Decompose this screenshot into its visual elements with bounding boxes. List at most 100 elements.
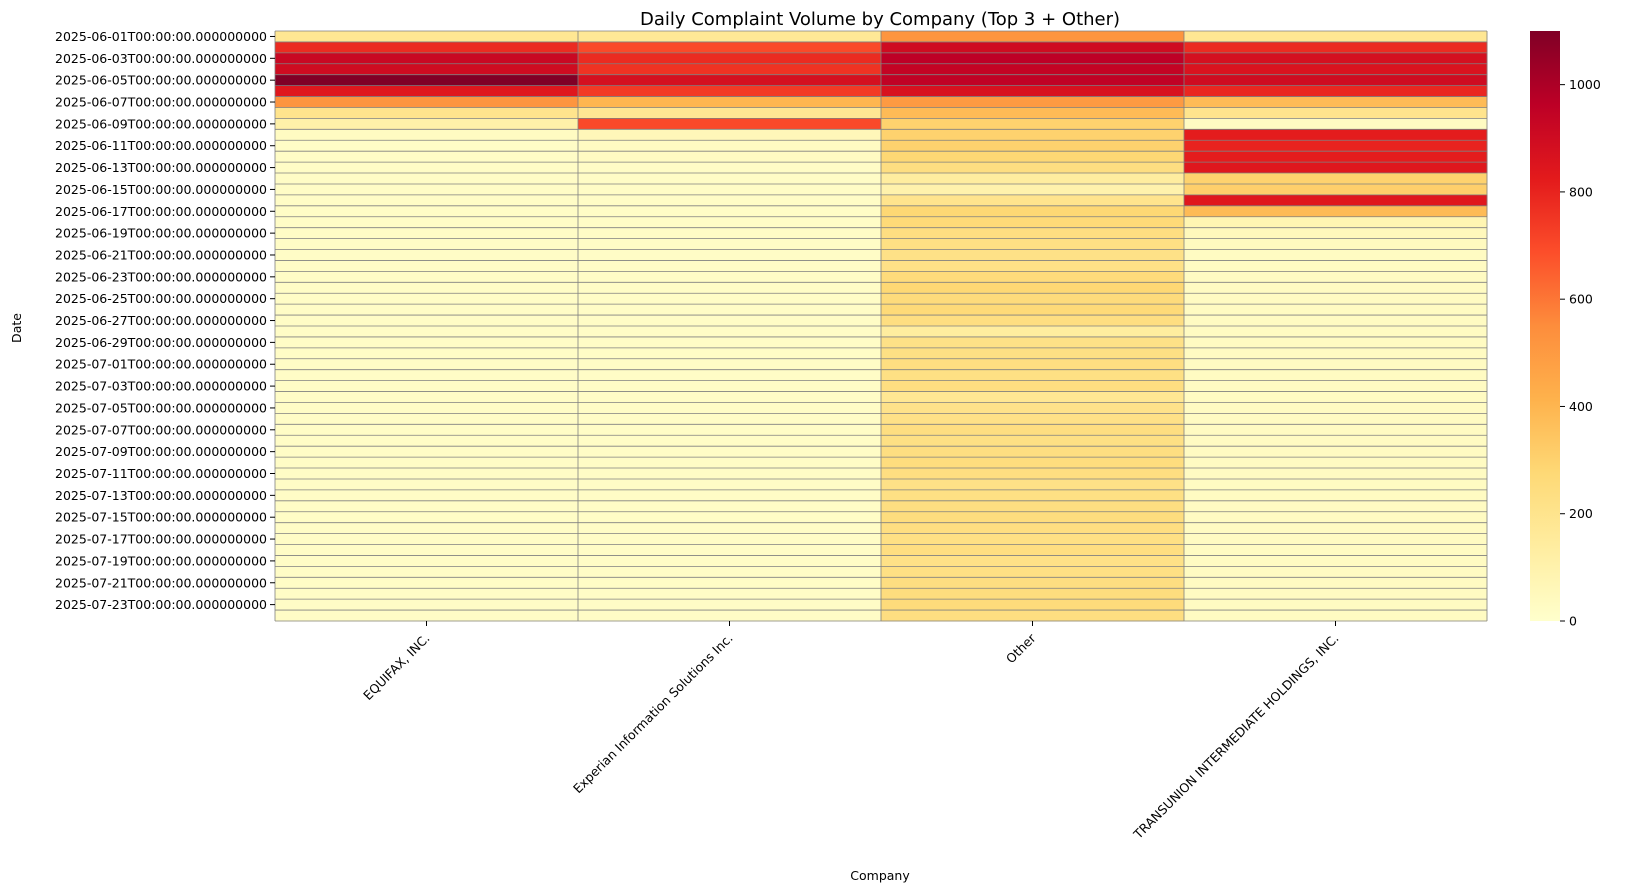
heatmap-cell xyxy=(881,457,1185,469)
heatmap-cell xyxy=(881,599,1185,611)
heatmap-cell xyxy=(1184,566,1488,578)
heatmap-cell xyxy=(1184,304,1488,316)
heatmap-cell xyxy=(578,216,882,229)
heatmap-cell xyxy=(881,315,1185,327)
colorbar-tick-label: 800 xyxy=(1569,184,1593,199)
heatmap-cell xyxy=(578,599,882,611)
heatmap-cell xyxy=(881,478,1185,491)
y-tick-label: 2025-07-01T00:00:00.000000000 xyxy=(55,357,267,372)
heatmap-cell xyxy=(881,511,1185,524)
heatmap-cell xyxy=(275,260,579,272)
heatmap-cell xyxy=(1184,326,1488,338)
heatmap-cell xyxy=(275,424,579,436)
heatmap-cell xyxy=(1184,533,1488,546)
y-tick-label: 2025-06-01T00:00:00.000000000 xyxy=(55,29,267,44)
heatmap-cell xyxy=(881,41,1185,54)
heatmap-cell xyxy=(1184,457,1488,469)
heatmap-cell xyxy=(881,424,1185,436)
heatmap-cell xyxy=(881,380,1185,393)
heatmap-cell xyxy=(275,588,579,600)
heatmap-cell xyxy=(578,260,882,272)
heatmap-cell xyxy=(275,129,579,141)
y-tick-label: 2025-06-27T00:00:00.000000000 xyxy=(55,313,267,328)
heatmap-cell xyxy=(275,369,579,382)
y-tick-label: 2025-06-21T00:00:00.000000000 xyxy=(55,247,267,262)
x-tick-label: EQUIFAX, INC. xyxy=(360,631,432,703)
heatmap-cell xyxy=(275,41,579,54)
heatmap-cell xyxy=(1184,577,1488,589)
heatmap-cell xyxy=(578,511,882,524)
heatmap-cell xyxy=(275,358,579,371)
heatmap-cell xyxy=(881,118,1185,130)
heatmap-cell xyxy=(578,85,882,98)
heatmap-cell xyxy=(275,391,579,403)
heatmap-cell xyxy=(881,610,1185,622)
heatmap-cell xyxy=(578,129,882,141)
heatmap-cell xyxy=(275,380,579,393)
heatmap-cell xyxy=(275,118,579,130)
y-tick-label: 2025-06-17T00:00:00.000000000 xyxy=(55,204,267,219)
heatmap-cell xyxy=(1184,183,1488,196)
heatmap-cell xyxy=(578,402,882,414)
y-tick-label: 2025-06-07T00:00:00.000000000 xyxy=(55,95,267,110)
y-axis-label: Date xyxy=(9,313,24,343)
y-tick-label: 2025-07-03T00:00:00.000000000 xyxy=(55,379,267,394)
heatmap-cell xyxy=(578,74,882,87)
heatmap-cell xyxy=(1184,468,1488,480)
heatmap-cell xyxy=(1184,173,1488,185)
heatmap-cell xyxy=(881,293,1185,305)
heatmap-cell xyxy=(881,140,1185,152)
heatmap-cell xyxy=(1184,74,1488,87)
heatmap-cell xyxy=(881,326,1185,338)
heatmap-cell xyxy=(1184,118,1488,130)
heatmap-cell xyxy=(881,52,1185,65)
y-tick-label: 2025-06-05T00:00:00.000000000 xyxy=(55,73,267,88)
colorbar-tick-label: 200 xyxy=(1569,506,1593,521)
heatmap-cell xyxy=(881,468,1185,480)
heatmap-cell xyxy=(1184,227,1488,240)
heatmap-cell xyxy=(1184,238,1488,251)
heatmap-cell xyxy=(578,31,882,43)
heatmap-cell xyxy=(578,96,882,108)
heatmap-cell xyxy=(275,511,579,524)
colorbar-gradient xyxy=(1530,31,1560,621)
heatmap-cell xyxy=(1184,63,1488,76)
heatmap-cell xyxy=(578,194,882,207)
heatmap-cell xyxy=(275,446,579,458)
heatmap-cell xyxy=(578,118,882,130)
heatmap-cell xyxy=(1184,402,1488,414)
heatmap-cell xyxy=(275,173,579,185)
heatmap-cell xyxy=(275,162,579,174)
heatmap-cell xyxy=(578,63,882,76)
heatmap-cell xyxy=(578,468,882,480)
heatmap-cell xyxy=(1184,205,1488,218)
heatmap-cell xyxy=(1184,446,1488,458)
heatmap-cell xyxy=(1184,522,1488,535)
heatmap-cell xyxy=(578,249,882,261)
x-tick-label: TRANSUNION INTERMEDIATE HOLDINGS, INC. xyxy=(1130,631,1342,843)
heatmap-cell xyxy=(578,555,882,567)
heatmap-cell xyxy=(275,151,579,163)
heatmap-cell xyxy=(578,380,882,393)
heatmap-cell xyxy=(881,413,1185,425)
heatmap-cell xyxy=(275,216,579,229)
y-tick-label: 2025-06-03T00:00:00.000000000 xyxy=(55,51,267,66)
heatmap-cell xyxy=(578,424,882,436)
heatmap-cell xyxy=(1184,41,1488,54)
heatmap-cell xyxy=(1184,599,1488,611)
heatmap-cell xyxy=(881,96,1185,108)
colorbar-tick-label: 1000 xyxy=(1569,77,1601,92)
heatmap-cell xyxy=(275,566,579,578)
y-tick-label: 2025-07-23T00:00:00.000000000 xyxy=(55,597,267,612)
heatmap-cell xyxy=(1184,31,1488,43)
heatmap-cell xyxy=(881,358,1185,371)
heatmap-cell xyxy=(578,522,882,535)
heatmap-cell xyxy=(1184,336,1488,349)
heatmap-cell xyxy=(578,500,882,513)
heatmap-cell xyxy=(578,140,882,152)
heatmap-cell xyxy=(881,85,1185,98)
heatmap-cell xyxy=(1184,380,1488,393)
heatmap-cell xyxy=(1184,129,1488,141)
y-tick-label: 2025-06-19T00:00:00.000000000 xyxy=(55,226,267,241)
y-tick-label: 2025-06-25T00:00:00.000000000 xyxy=(55,291,267,306)
